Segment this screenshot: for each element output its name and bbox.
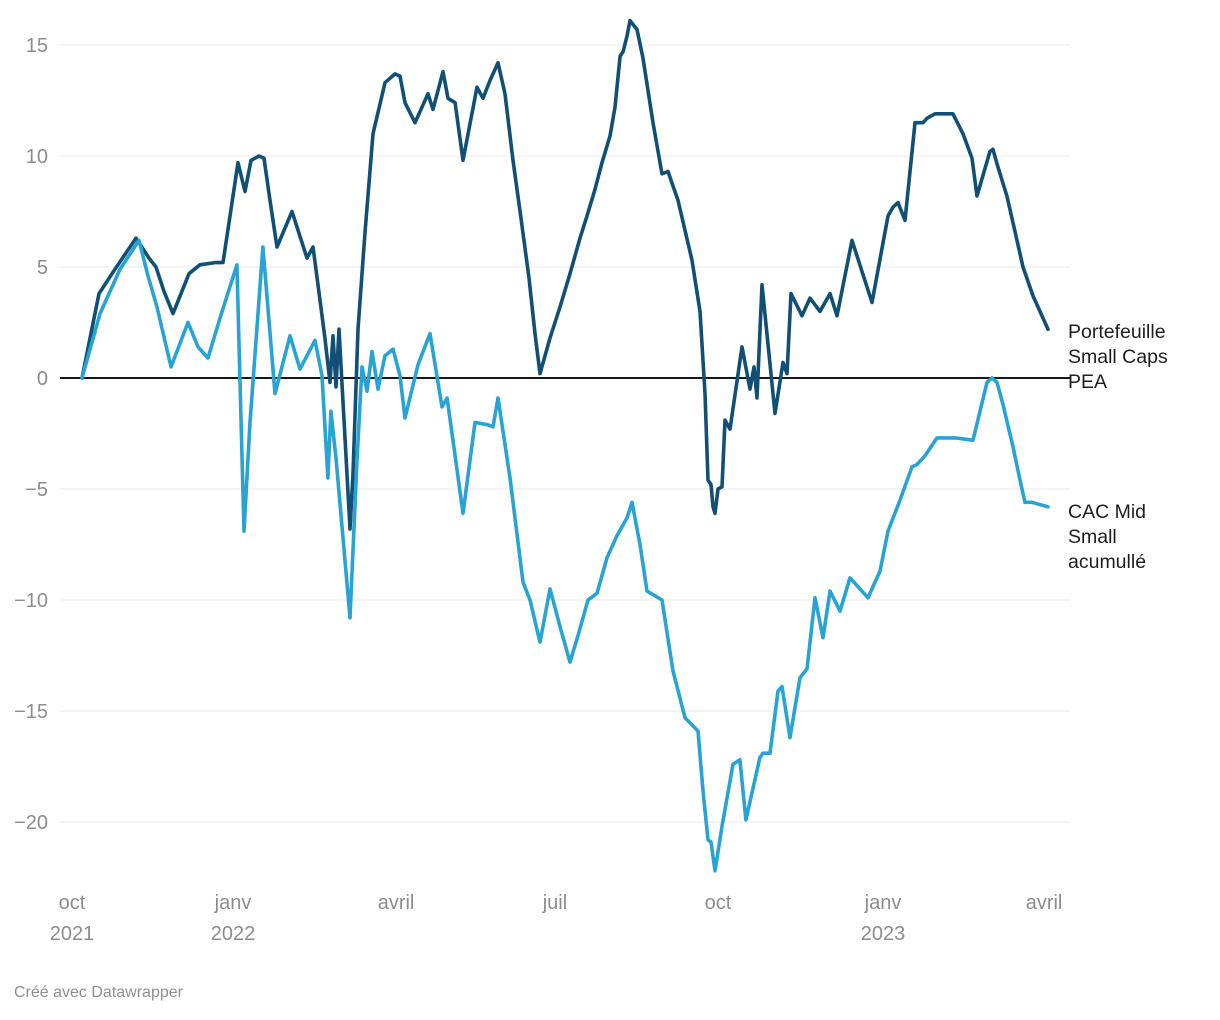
y-axis-tick-label: −15 xyxy=(14,701,48,723)
y-axis-tick-label: −10 xyxy=(14,590,48,612)
footer-credit: Créé avec Datawrapper xyxy=(14,984,183,1001)
y-axis-tick-label: 0 xyxy=(37,368,48,390)
x-axis-tick-label: oct xyxy=(704,892,732,914)
series-line-cac xyxy=(80,238,1050,873)
legend-label-cac: CAC Mid Small acumullé xyxy=(1068,501,1147,573)
x-axis-tick-label: juil xyxy=(542,892,568,914)
y-axis-tick-label: 15 xyxy=(26,35,48,57)
legend-label-portefeuille: Portefeuille Small Caps PEA xyxy=(1068,321,1168,393)
x-axis-tick-label: oct 2021 xyxy=(49,892,95,945)
y-axis-tick-label: −20 xyxy=(14,812,48,834)
x-axis-tick-label: janv 2022 xyxy=(210,892,256,945)
x-axis-tick-label: avril xyxy=(377,892,415,914)
series-line-portefeuille xyxy=(80,18,1050,531)
y-axis-tick-label: −5 xyxy=(25,479,48,501)
x-axis-tick-label: avril xyxy=(1025,892,1063,914)
line-chart-canvas: 15 10 5 0 −5 −10 −15 −20 xyxy=(14,18,1070,873)
x-axis-tick-label: janv 2023 xyxy=(860,892,906,945)
y-axis-tick-label: 10 xyxy=(26,146,48,168)
y-axis-tick-label: 5 xyxy=(37,257,48,279)
